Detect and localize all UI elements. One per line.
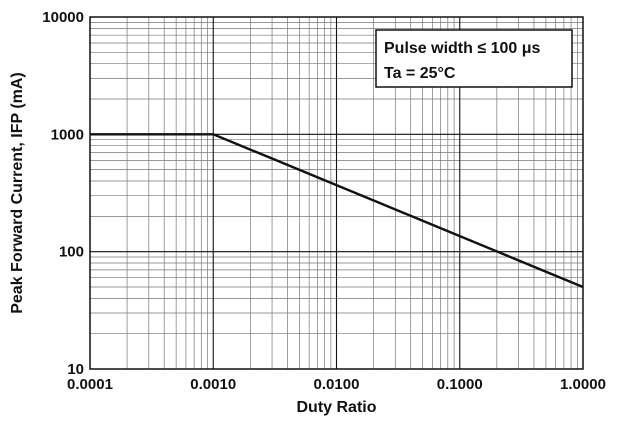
series-layer (90, 133, 584, 289)
series-line (90, 133, 584, 289)
y-tick-label: 1000 (51, 126, 84, 143)
y-axis-title: Peak Forward Current, IFP (mA) (9, 72, 26, 314)
annotation-line-temperature: Ta = 25°C (384, 65, 456, 82)
y-tick-label: 10000 (42, 9, 84, 26)
annotation-box: Pulse width ≤ 100 μs Ta = 25°C (375, 29, 573, 88)
x-tick-label: 1.0000 (560, 376, 606, 393)
y-tick-labels: 10 100 1000 10000 (42, 9, 84, 378)
y-tick-label: 10 (67, 361, 84, 378)
x-tick-label: 0.1000 (437, 376, 483, 393)
x-tick-label: 0.0001 (67, 376, 113, 393)
x-axis-title: Duty Ratio (297, 399, 377, 416)
annotation-frame (375, 29, 573, 88)
x-tick-labels: 0.0001 0.0010 0.0100 0.1000 1.0000 (67, 376, 606, 393)
x-tick-label: 0.0100 (314, 376, 360, 393)
plot-frame (89, 16, 584, 370)
y-tick-label: 100 (59, 244, 84, 261)
x-tick-label: 0.0010 (190, 376, 236, 393)
annotation-line-pulse-width: Pulse width ≤ 100 μs (384, 40, 541, 57)
